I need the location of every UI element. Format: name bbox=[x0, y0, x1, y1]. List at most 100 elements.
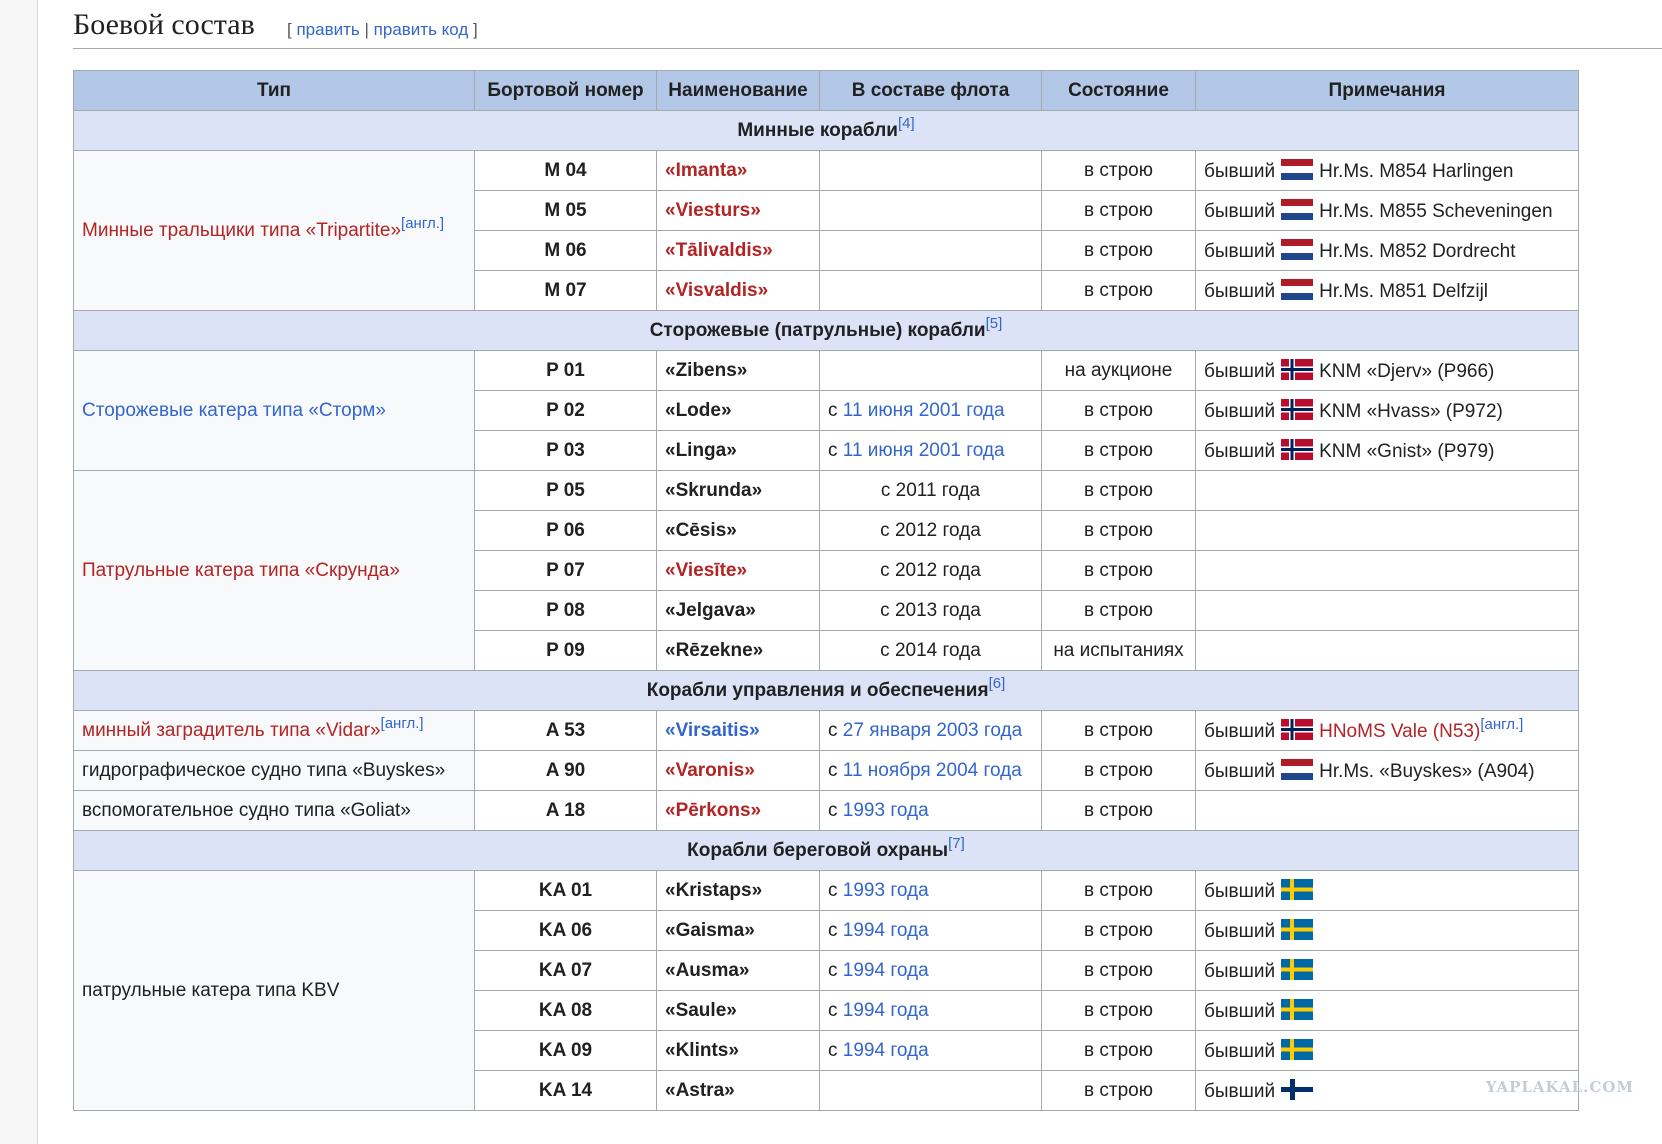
former-name: Hr.Ms. «Buyskes» (A904) bbox=[1319, 760, 1535, 782]
service-date-link[interactable]: 1994 года bbox=[842, 919, 929, 941]
hull-number: P 07 bbox=[546, 559, 585, 581]
status: в строю bbox=[1084, 959, 1153, 981]
type-text[interactable]: Минные тральщики типа «Tripartite» bbox=[82, 219, 402, 241]
service-date: с 2013 года bbox=[880, 599, 981, 621]
status: в строю bbox=[1084, 239, 1153, 261]
reference[interactable]: [6] bbox=[988, 674, 1006, 692]
ship-row: Сторожевые катера типа «Сторм» P 01 «Ziben… bbox=[73, 350, 1579, 471]
service-date-link[interactable]: 1994 года bbox=[842, 1039, 929, 1061]
service-cell: с 1994 года bbox=[819, 990, 1042, 1031]
hull-number: M 04 bbox=[544, 159, 587, 181]
service-cell: с 27 января 2003 года bbox=[819, 710, 1042, 751]
service-date-link[interactable]: 11 июня 2001 года bbox=[842, 399, 1005, 421]
ship-name[interactable]: «Viesturs» bbox=[665, 199, 761, 221]
interwiki-link[interactable]: [англ.] bbox=[380, 714, 424, 732]
interwiki-link[interactable]: [англ.] bbox=[401, 214, 445, 232]
service-cell: с 2011 года bbox=[819, 470, 1042, 511]
ship-name[interactable]: «Visvaldis» bbox=[665, 279, 769, 301]
former-name[interactable]: HNoMS Vale (N53) bbox=[1319, 720, 1481, 742]
ship-name[interactable]: «Tālivaldis» bbox=[665, 239, 773, 261]
service-date-link[interactable]: 11 ноября 2004 года bbox=[842, 759, 1022, 781]
service-cell: с 1993 года bbox=[819, 790, 1042, 831]
type-cell: Патрульные катера типа «Скрунда» bbox=[73, 470, 475, 671]
flag-icon bbox=[1281, 998, 1314, 1020]
ship-name[interactable]: «Pērkons» bbox=[665, 799, 762, 821]
service-date-link[interactable]: 1994 года bbox=[842, 999, 929, 1021]
service-cell: с 1993 года bbox=[819, 870, 1042, 911]
type-text: гидрографическое судно типа «Buyskes» bbox=[82, 759, 446, 781]
service-cell bbox=[819, 1070, 1042, 1111]
type-cell: минный заградитель типа «Vidar»[англ.] bbox=[73, 710, 475, 751]
sidebar bbox=[0, 0, 38, 1144]
name-cell: «Klints» bbox=[656, 1030, 820, 1071]
status: в строю bbox=[1084, 879, 1153, 901]
number-cell: KA 09 bbox=[474, 1030, 657, 1071]
type-text[interactable]: Патрульные катера типа «Скрунда» bbox=[82, 559, 400, 581]
type-text[interactable]: минный заградитель типа «Vidar» bbox=[82, 719, 381, 741]
type-cell: патрульные катера типа KBV bbox=[73, 870, 475, 1111]
note-prefix: бывший bbox=[1204, 920, 1276, 942]
note-cell: бывший Hr.Ms. M854 Harlingen bbox=[1195, 150, 1579, 191]
number-cell: P 08 bbox=[474, 590, 657, 631]
service-date-link[interactable]: 1994 года bbox=[842, 959, 929, 981]
ship-name: «Rēzekne» bbox=[665, 639, 764, 661]
column-header: Примечания bbox=[1195, 70, 1579, 111]
status-cell: в строю bbox=[1041, 1070, 1196, 1111]
status: в строю bbox=[1084, 799, 1153, 821]
status: в строю bbox=[1084, 919, 1153, 941]
ship-name: «Linga» bbox=[665, 439, 737, 461]
status: в строю bbox=[1084, 1079, 1153, 1101]
name-cell: «Imanta» bbox=[656, 150, 820, 191]
service-date-link[interactable]: 27 января 2003 года bbox=[842, 719, 1023, 741]
status-cell: в строю bbox=[1041, 430, 1196, 471]
ship-name[interactable]: «Viesīte» bbox=[665, 559, 748, 581]
ship-name: «Ausma» bbox=[665, 959, 750, 981]
name-cell: «Ausma» bbox=[656, 950, 820, 991]
edit-code-link[interactable]: править код bbox=[373, 20, 469, 39]
number-cell: M 04 bbox=[474, 150, 657, 191]
note-prefix: бывший bbox=[1204, 1040, 1276, 1062]
former-name: Hr.Ms. M852 Dordrecht bbox=[1319, 240, 1516, 262]
ship-row: M 05 «Viesturs» в строю бывший Hr.Ms. M855 S… bbox=[74, 190, 1579, 231]
ship-row: вспомогательное судно типа «Goliat» A 18 «… bbox=[73, 790, 1579, 831]
ship-name[interactable]: «Virsaitis» bbox=[665, 719, 760, 741]
service-prefix: с bbox=[828, 1039, 838, 1061]
service-date-link[interactable]: 1993 года bbox=[842, 879, 929, 901]
reference[interactable]: [7] bbox=[948, 834, 965, 852]
note-cell: бывший bbox=[1195, 870, 1579, 911]
hull-number: P 02 bbox=[546, 399, 585, 421]
status: на аукционе bbox=[1064, 359, 1173, 381]
number-cell: P 07 bbox=[474, 550, 657, 591]
number-cell: M 05 bbox=[474, 190, 657, 231]
status-cell: в строю bbox=[1041, 270, 1196, 311]
note-cell bbox=[1195, 590, 1579, 631]
bracket: ] bbox=[473, 20, 478, 39]
service-date: с 2012 года bbox=[880, 519, 981, 541]
column-header: Тип bbox=[73, 70, 475, 111]
service-date-link[interactable]: 1993 года bbox=[842, 799, 929, 821]
ship-name[interactable]: «Varonis» bbox=[665, 759, 755, 781]
service-cell: с 2012 года bbox=[819, 510, 1042, 551]
hull-number: A 90 bbox=[545, 759, 586, 781]
number-cell: A 53 bbox=[474, 710, 657, 751]
section-title: Минные корабли bbox=[737, 119, 898, 141]
service-prefix: с bbox=[828, 999, 838, 1021]
status: в строю bbox=[1084, 599, 1153, 621]
flag-icon bbox=[1281, 238, 1314, 260]
edit-link[interactable]: править bbox=[296, 20, 360, 39]
type-text[interactable]: Сторожевые катера типа «Сторм» bbox=[82, 399, 386, 421]
note-cell bbox=[1195, 470, 1579, 511]
name-cell: «Visvaldis» bbox=[656, 270, 820, 311]
reference[interactable]: [5] bbox=[985, 314, 1003, 332]
hull-number: A 18 bbox=[545, 799, 586, 821]
hull-number: P 01 bbox=[546, 359, 585, 381]
reference[interactable]: [4] bbox=[897, 114, 915, 132]
ship-name[interactable]: «Imanta» bbox=[665, 159, 748, 181]
ship-name: «Skrunda» bbox=[665, 479, 763, 501]
note-prefix: бывший bbox=[1204, 160, 1276, 182]
service-date-link[interactable]: 11 июня 2001 года bbox=[842, 439, 1005, 461]
service-cell: с 2012 года bbox=[819, 550, 1042, 591]
service-cell: с 2014 года bbox=[819, 630, 1042, 671]
interwiki-link[interactable]: [англ.] bbox=[1480, 715, 1524, 733]
